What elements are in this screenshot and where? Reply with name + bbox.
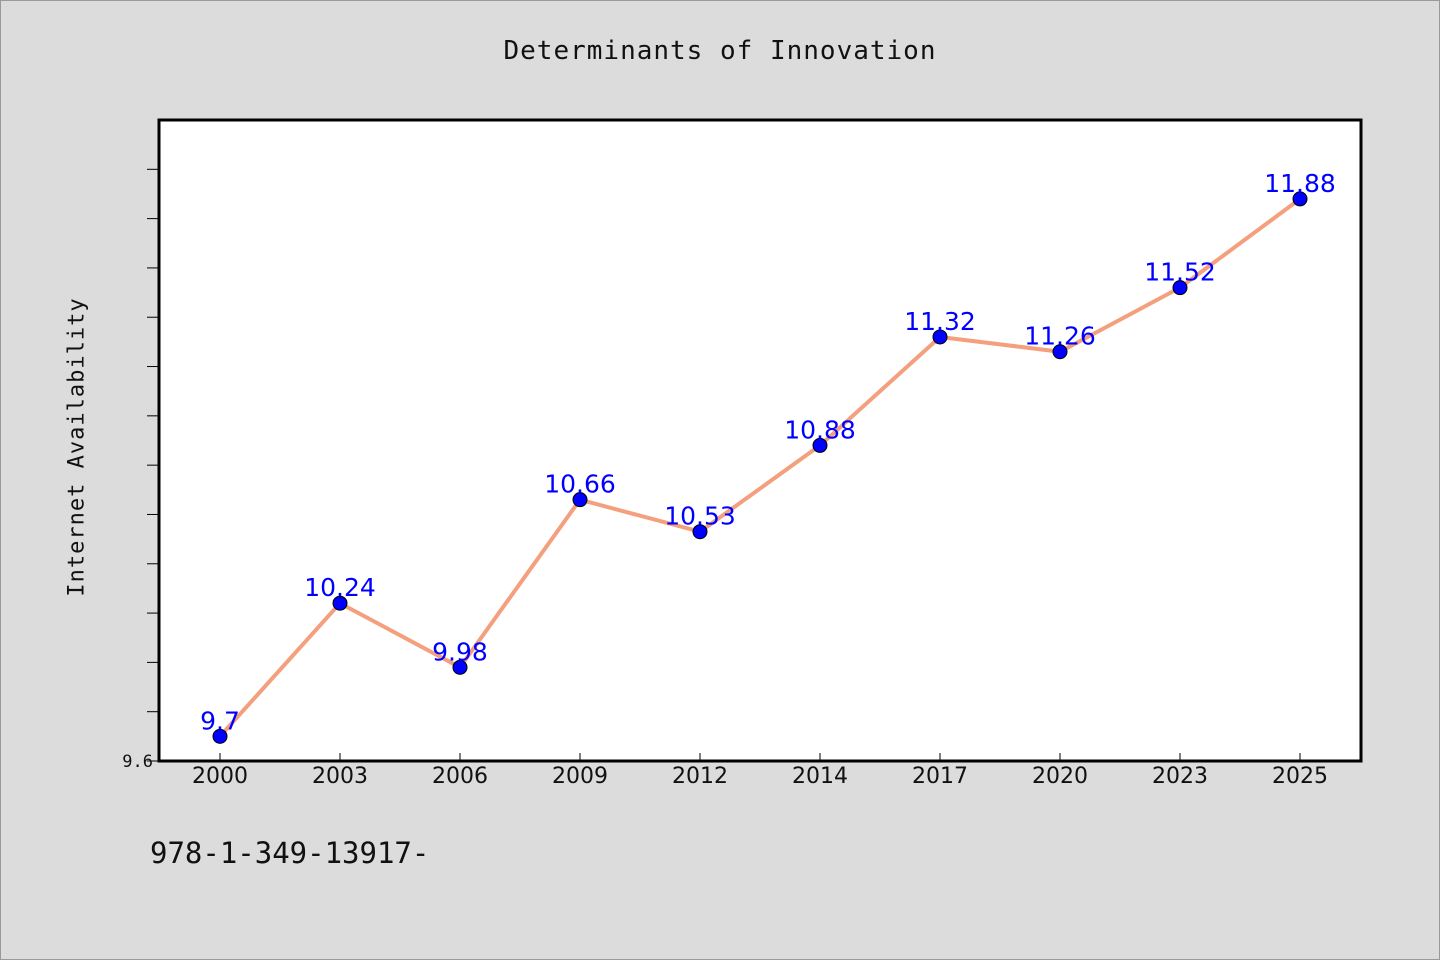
data-point — [212, 728, 228, 744]
data-point — [452, 659, 468, 675]
data-markers — [212, 191, 1308, 744]
series-line — [218, 197, 1302, 738]
data-label: 10.24 — [304, 573, 376, 602]
x-tick-label: 2003 — [312, 764, 368, 789]
x-tick-label: 2017 — [912, 764, 968, 789]
data-point — [692, 524, 708, 540]
data-label: 10.66 — [544, 470, 616, 499]
x-tick-label: 2025 — [1272, 764, 1328, 789]
data-label: 11.32 — [904, 307, 976, 336]
y-tick-label: 9.6 — [122, 752, 153, 772]
plot-area — [157, 118, 1363, 763]
x-axis-ticks: 2000 2003 2006 2009 2012 2014 2017 2020 2023 2025 — [192, 753, 1328, 789]
data-labels: 9.7 10.24 9.98 10.66 10.53 10.88 11.32 11.26 11.… — [200, 169, 1336, 735]
x-tick-label: 2006 — [432, 764, 488, 789]
data-point — [1292, 191, 1308, 207]
x-tick-label: 2014 — [792, 764, 848, 789]
data-label: 10.88 — [784, 415, 856, 444]
data-point — [932, 329, 948, 345]
data-label: 10.53 — [664, 502, 736, 531]
series-lines — [218, 197, 1302, 738]
data-point — [1052, 344, 1068, 360]
data-label: 11.26 — [1024, 322, 1096, 351]
x-tick-label: 2023 — [1152, 764, 1208, 789]
y-axis-ticks: 9.6 — [122, 168, 159, 772]
footer-code: 978-1-349-13917- — [150, 836, 430, 870]
x-tick-label: 2009 — [552, 764, 608, 789]
data-label: 9.7 — [200, 706, 240, 735]
x-tick-label: 2000 — [192, 764, 248, 789]
data-point — [572, 492, 588, 508]
data-label: 9.98 — [432, 637, 488, 666]
data-point — [1172, 280, 1188, 296]
data-point — [332, 595, 348, 611]
x-tick-label: 2012 — [672, 764, 728, 789]
chart-title: Determinants of Innovation — [503, 36, 937, 66]
data-label: 11.52 — [1144, 258, 1216, 287]
x-tick-label: 2020 — [1032, 764, 1088, 789]
data-point — [812, 437, 828, 453]
data-label: 11.88 — [1264, 169, 1336, 198]
